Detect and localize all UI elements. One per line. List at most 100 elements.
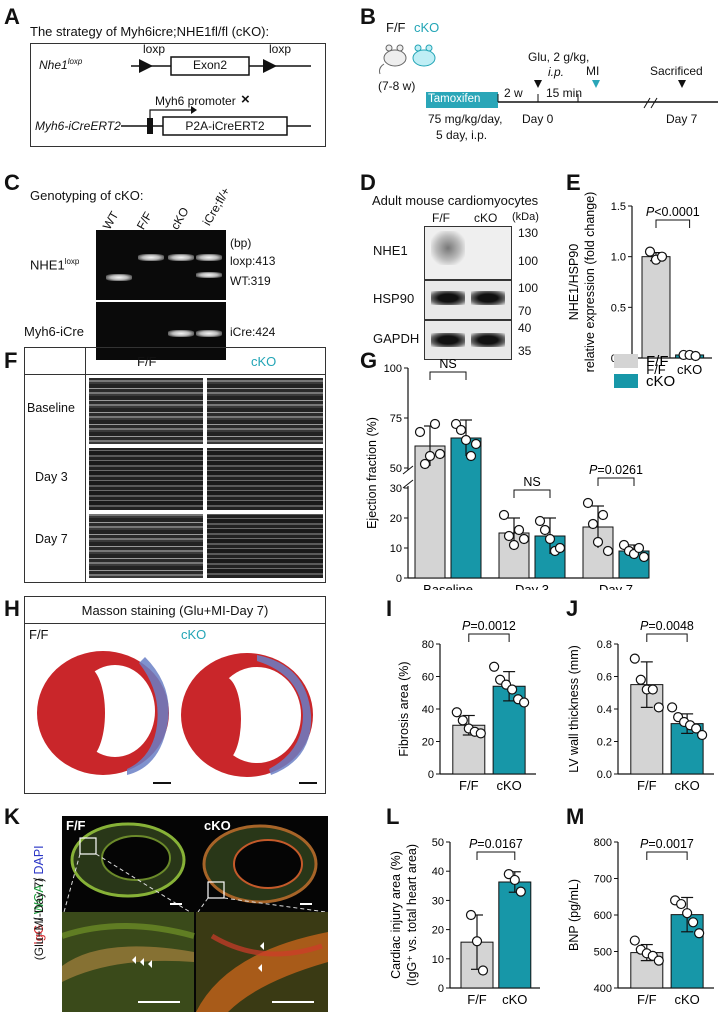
sig-bracket: [468, 633, 510, 642]
data-point: [470, 438, 482, 450]
y-tick-label: 20: [432, 925, 444, 937]
panel-d-title: Adult mouse cardiomyocytes: [372, 193, 539, 208]
sacrificed-label: Sacrificed: [650, 64, 703, 78]
data-point: [682, 908, 693, 919]
panel-label-j: J: [566, 596, 579, 621]
data-point: [465, 450, 477, 462]
data-point: [455, 424, 467, 436]
sig-bracket: [513, 489, 551, 498]
data-point: [498, 509, 510, 521]
cko-mouse-icon: [412, 44, 436, 67]
blot-nhe1: [424, 226, 512, 280]
chart-j: 0.0 0.2 0.4 0.6 0.8 F/F cKO P=0.0048 LV wall thi…: [567, 619, 714, 793]
y-tick-label: 10: [390, 543, 402, 555]
y-label: NHE1/HSP90: [567, 244, 581, 320]
exon2-label: Exon2: [192, 58, 228, 72]
x-label-1: cKO: [496, 778, 521, 793]
echo-cko-baseline: [207, 378, 323, 444]
y-tick-label: 600: [594, 910, 612, 922]
data-point: [515, 886, 526, 897]
masson-title: Masson staining (Glu+MI-Day 7): [81, 603, 269, 618]
promoter-label: Myh6 promoter: [155, 94, 236, 108]
data-point: [653, 955, 664, 966]
y-tick-label: 400: [594, 983, 612, 995]
timeline: F/F cKO (7-8 w) Tamoxifen 75 mg/kg/day, …: [378, 20, 724, 160]
y-label: BNP (pg/mL): [567, 879, 581, 951]
blot-gapdh: [424, 320, 512, 360]
data-point: [451, 707, 462, 718]
data-point: [471, 936, 483, 947]
y-label-2: (IgG⁺ vs. total heart area): [405, 844, 419, 986]
glu-ip-label: i.p.: [548, 65, 565, 79]
data-point: [602, 545, 614, 557]
data-point: [507, 684, 518, 695]
data-point: [544, 533, 556, 545]
day0-label: Day 0: [522, 112, 554, 126]
y-tick-label: 1.0: [611, 252, 626, 264]
row-gapdh: GAPDH: [373, 331, 420, 346]
data-point: [694, 928, 705, 939]
lane-ff: F/F: [133, 209, 155, 232]
y-tick-label: 0.2: [597, 737, 612, 749]
chart-e: 0.00.51.01.5F/FcKOP<0.0001NHE1/HSP90rela…: [567, 192, 712, 375]
data-point: [554, 542, 566, 554]
row-nhe1: NHE1loxp: [30, 257, 80, 273]
masson-ff-label: F/F: [29, 627, 49, 642]
bar-F/F: [641, 256, 671, 359]
data-point: [519, 697, 530, 708]
sig-bracket: [476, 851, 516, 860]
y-tick-label: 500: [594, 947, 612, 959]
fluorescence-panel: F/F cKO: [62, 816, 328, 1012]
data-point: [697, 729, 708, 741]
y-tick-label: 0.5: [611, 302, 626, 314]
data-point: [582, 497, 594, 509]
y-tick-label: 0.8: [597, 639, 612, 651]
marker-100b: 100: [518, 281, 539, 295]
x-label-0: F/F: [646, 362, 666, 375]
echo-row-baseline: Baseline: [27, 401, 75, 415]
myh6-allele-label: Myh6-iCreERT2: [35, 119, 121, 133]
y-tick-label: 0: [396, 573, 402, 585]
data-point: [460, 434, 472, 446]
data-point: [503, 530, 515, 542]
data-point: [629, 935, 640, 946]
sig-bracket: [429, 371, 467, 380]
marker-35: 35: [518, 344, 532, 358]
panel-a-title: The strategy of Myh6icre;NHE1fl/fl (cKO)…: [30, 24, 270, 39]
kda-label: (kDa): [512, 211, 539, 223]
y-tick-label: 80: [422, 639, 434, 651]
panel-label-b: B: [360, 4, 376, 29]
col-ff: F/F: [432, 211, 450, 225]
echo-panel: F/F cKO Baseline Day 3 Day 7: [24, 347, 326, 583]
panel-c-title: Genotyping of cKO:: [30, 188, 144, 203]
chart-l: 0 10 20 30 40 50 F/F cKO P=0.0167 Cardiac injury …: [389, 837, 540, 1007]
y-tick-label: 60: [422, 672, 434, 684]
x-group-label: Day 3: [515, 582, 549, 590]
data-point: [633, 542, 645, 554]
legend-cko: cKO: [646, 373, 675, 390]
chart-m: 400 500 600 700 800 F/F cKO P=0.0017 BNP (pg/mL): [567, 837, 714, 1007]
x-label-1: cKO: [502, 992, 527, 1007]
panel-label-a: A: [4, 4, 20, 29]
dose-line1: 75 mg/kg/day,: [428, 112, 503, 126]
data-point: [434, 448, 446, 460]
lane-wt: WT: [99, 208, 122, 232]
echo-col-cko: cKO: [251, 354, 277, 369]
marker-130: 130: [518, 226, 539, 240]
blot-hsp90: [424, 280, 512, 320]
lane-cko: cKO: [167, 204, 192, 232]
data-point: [635, 674, 646, 685]
y-tick-label: 800: [594, 837, 612, 849]
loxp-right-label: loxp: [269, 42, 292, 56]
x-label-0: F/F: [467, 992, 487, 1007]
bar-cKO: [498, 881, 532, 989]
data-point: [513, 524, 525, 536]
data-point: [629, 653, 640, 664]
p-value: P<0.0001: [646, 205, 700, 219]
x-label-0: F/F: [459, 778, 479, 793]
y-tick-label: 10: [432, 954, 444, 966]
p-value: P=0.0012: [462, 619, 516, 633]
data-point: [656, 251, 668, 262]
marker-70: 70: [518, 304, 532, 318]
marker-100a: 100: [518, 254, 539, 268]
